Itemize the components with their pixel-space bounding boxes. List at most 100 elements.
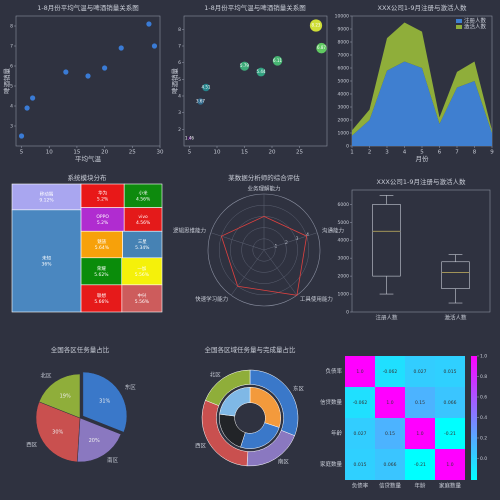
treemap-label: 三星 — [138, 239, 147, 245]
heatmap-cell — [345, 387, 375, 418]
y-tick-label: 5 — [178, 77, 181, 83]
x-tick-label: 5 — [188, 150, 192, 156]
treemap-value: 5.66% — [94, 299, 109, 305]
heatmap-value: 0.066 — [384, 462, 397, 468]
heatmap-cell — [405, 387, 435, 418]
chart-title: 1-8月份平均气温与啤酒销量关系图 — [37, 3, 139, 12]
scatter-point — [30, 95, 36, 101]
treemap-cell — [121, 284, 163, 313]
x-tick-label: 25 — [296, 150, 303, 156]
heatmap-value: 0.066 — [444, 400, 457, 406]
x-tick-label: 注册人数 — [375, 314, 398, 322]
treemap-label: 未知 — [42, 254, 51, 261]
heatmap-cell — [435, 449, 465, 480]
scatter-point — [18, 133, 25, 139]
y-tick-label: 7 — [178, 44, 181, 50]
x-axis-label: 月份 — [416, 154, 430, 163]
heatmap-cell — [375, 449, 405, 480]
chart-title: XXX公司1-9月注册与激活人数 — [378, 3, 467, 12]
radar-spoke — [263, 249, 298, 296]
x-tick-label: 20 — [269, 150, 276, 156]
treemap-value: 5.2% — [97, 220, 109, 226]
bubble — [316, 42, 327, 54]
y-tick-label: 8 — [10, 24, 13, 30]
treemap-value: 36% — [42, 261, 53, 267]
y-tick-label: 信贷数量 — [320, 398, 343, 406]
heatmap-value: -0.062 — [383, 369, 398, 375]
y-tick-label: 3000 — [338, 256, 350, 262]
pie-value-label: 30% — [52, 430, 63, 436]
pie-slice — [76, 417, 122, 463]
donut-segment — [205, 369, 251, 406]
treemap-label: 魅族 — [97, 238, 106, 245]
y-tick-label: 10000 — [335, 14, 349, 20]
box-body — [441, 261, 470, 289]
legend-swatch — [456, 19, 462, 23]
y-tick-label: 5 — [10, 84, 13, 90]
bubble-label: 4.51 — [202, 85, 211, 90]
radar-spoke — [210, 232, 265, 251]
treemap-label: 华为 — [98, 189, 107, 196]
scatter-point — [24, 105, 30, 111]
treemap-label: 联想 — [97, 292, 106, 299]
x-tick-label: 25 — [129, 150, 136, 156]
bubble — [202, 83, 210, 92]
x-tick-label: 3 — [385, 150, 389, 156]
colorbar-tick-label: 0.0 — [480, 456, 487, 462]
x-tick-label: 5 — [20, 150, 24, 156]
treemap-cell — [11, 183, 82, 211]
donut-category-label: 北区 — [210, 370, 222, 378]
y-tick-label: 5000 — [338, 79, 350, 85]
x-tick-label: 2 — [368, 150, 372, 156]
treemap-value: 5.62% — [94, 272, 109, 278]
x-tick-label: 15 — [241, 150, 248, 156]
treemap-value: 5.2% — [97, 196, 109, 202]
x-tick-label: 5 — [420, 150, 424, 156]
scatter-point — [151, 43, 158, 49]
y-tick-label: 6000 — [338, 202, 350, 208]
chart-title: 1-8月份平均气温与啤酒销量关系图 — [204, 3, 306, 12]
x-tick-label: 激活人数 — [444, 314, 467, 322]
treemap-cell — [122, 230, 163, 259]
heatmap-cell — [405, 418, 435, 449]
radar-tick-label: 3 — [296, 236, 299, 242]
y-tick-label: 4 — [10, 104, 13, 110]
colorbar-tick-label: 0.4 — [480, 415, 487, 421]
x-axis-label: 平均气温 — [75, 154, 102, 163]
y-tick-label: 3000 — [338, 105, 350, 111]
heatmap-value: 1.0 — [446, 462, 453, 468]
treemap-value: 4.56% — [136, 220, 151, 226]
radar-axis-label: 快速学习能力 — [195, 295, 228, 303]
legend-label: 注册人数 — [464, 17, 487, 25]
treemap-label: 一加 — [137, 265, 146, 272]
bubble-label: 3.67 — [196, 99, 205, 104]
radar-axis-label: 沟通能力 — [322, 227, 344, 235]
x-tick-label: 10 — [214, 150, 221, 156]
y-tick-label: 年龄 — [331, 429, 343, 437]
chart-title: 系统模块分布 — [68, 173, 108, 182]
x-tick-label: 9 — [490, 150, 494, 156]
treemap-cell — [80, 257, 123, 286]
treemap-value: 5.56% — [135, 299, 150, 305]
bubble-label: 5.79 — [240, 63, 249, 68]
donut-segment — [219, 387, 251, 417]
radar-tick-label: 4 — [306, 232, 309, 238]
y-tick-label: 5000 — [338, 220, 350, 226]
scatter-point — [85, 73, 91, 79]
y-tick-label: 4 — [178, 94, 181, 100]
radar-spoke — [230, 249, 265, 296]
pie-slice — [35, 401, 81, 463]
bubble — [309, 19, 323, 32]
pie-slice — [38, 373, 81, 419]
heatmap-cell — [405, 449, 435, 480]
y-tick-label: 家庭数量 — [320, 460, 343, 468]
treemap-value: 5.34% — [135, 245, 150, 251]
bubble-label: 5.44 — [257, 69, 266, 74]
treemap-value: 9.12% — [39, 197, 54, 203]
radar-axis-label: 工具使用能力 — [300, 295, 333, 303]
y-tick-label: 负债率 — [325, 367, 342, 375]
scatter-point — [146, 21, 152, 27]
heatmap-cell — [345, 356, 375, 387]
y-tick-label: 4000 — [338, 238, 350, 244]
